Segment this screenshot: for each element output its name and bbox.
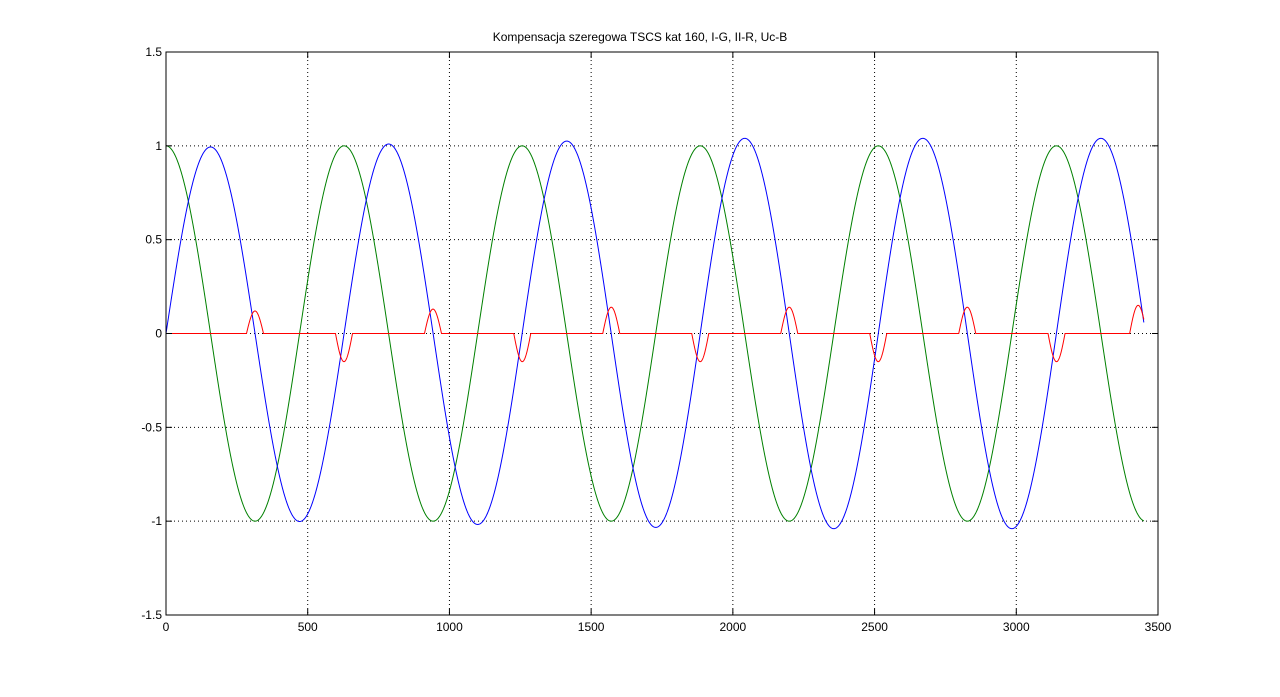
x-tick-label: 2500 [861,620,888,634]
series-line-3 [166,304,1145,363]
x-tick-label: 1000 [436,620,463,634]
x-tick-label: 1500 [578,620,605,634]
x-tick-label: 2000 [720,620,747,634]
tick-labels: 0 500 1000 1500 2000 2500 3000 3500 -1.5 -1 -0.5 0 0… [141,45,1171,634]
y-tick-label: -1 [151,514,162,528]
x-tick-label: 3000 [1003,620,1030,634]
x-tick-label: 500 [298,620,318,634]
chart-title: Kompensacja szeregowa TSCS kat 160, I-G,… [492,30,788,44]
y-tick-label: 0 [155,327,162,341]
ticks [165,51,1159,616]
y-tick-label: 1 [155,139,162,153]
y-tick-label: -0.5 [141,420,162,434]
x-tick-label: 0 [163,620,170,634]
y-tick-label: 1.5 [145,45,162,59]
y-tick-label: -1.5 [141,608,162,622]
x-tick-label: 3500 [1145,620,1172,634]
series-line-1 [165,145,1145,522]
y-tick-label: 0.5 [145,233,162,247]
series-lines [165,137,1145,530]
series-line-2 [165,137,1145,530]
